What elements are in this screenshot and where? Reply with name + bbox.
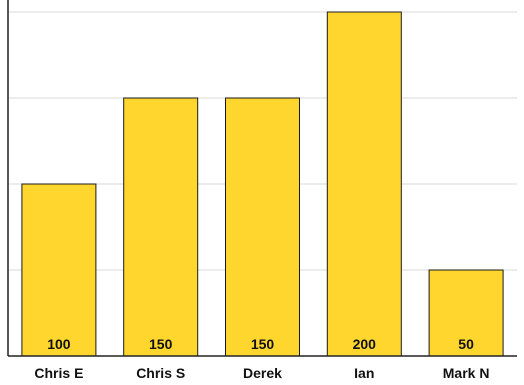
value-label-ian: 200 [353, 336, 377, 352]
bar-mark-n [428, 269, 504, 357]
category-label-ian: Ian [354, 365, 374, 381]
bar-derek [225, 97, 300, 357]
value-label-mark-n: 50 [458, 336, 474, 352]
value-label-derek: 150 [251, 336, 275, 352]
bar-layer [21, 11, 504, 357]
value-label-chris-e: 100 [47, 336, 71, 352]
category-label-derek: Derek [243, 365, 282, 381]
axis-layer [7, 0, 517, 357]
category-label-chris-e: Chris E [34, 365, 83, 381]
bar-ian [326, 11, 402, 357]
bar-chris-e [21, 183, 97, 357]
bar-chris-s [123, 97, 199, 357]
category-label-layer: Chris E Chris S Derek Ian Mark N [34, 365, 489, 381]
category-label-mark-n: Mark N [443, 365, 490, 381]
value-label-chris-s: 150 [149, 336, 173, 352]
category-label-chris-s: Chris S [136, 365, 185, 381]
value-label-layer: 100 150 150 200 50 [47, 336, 474, 352]
